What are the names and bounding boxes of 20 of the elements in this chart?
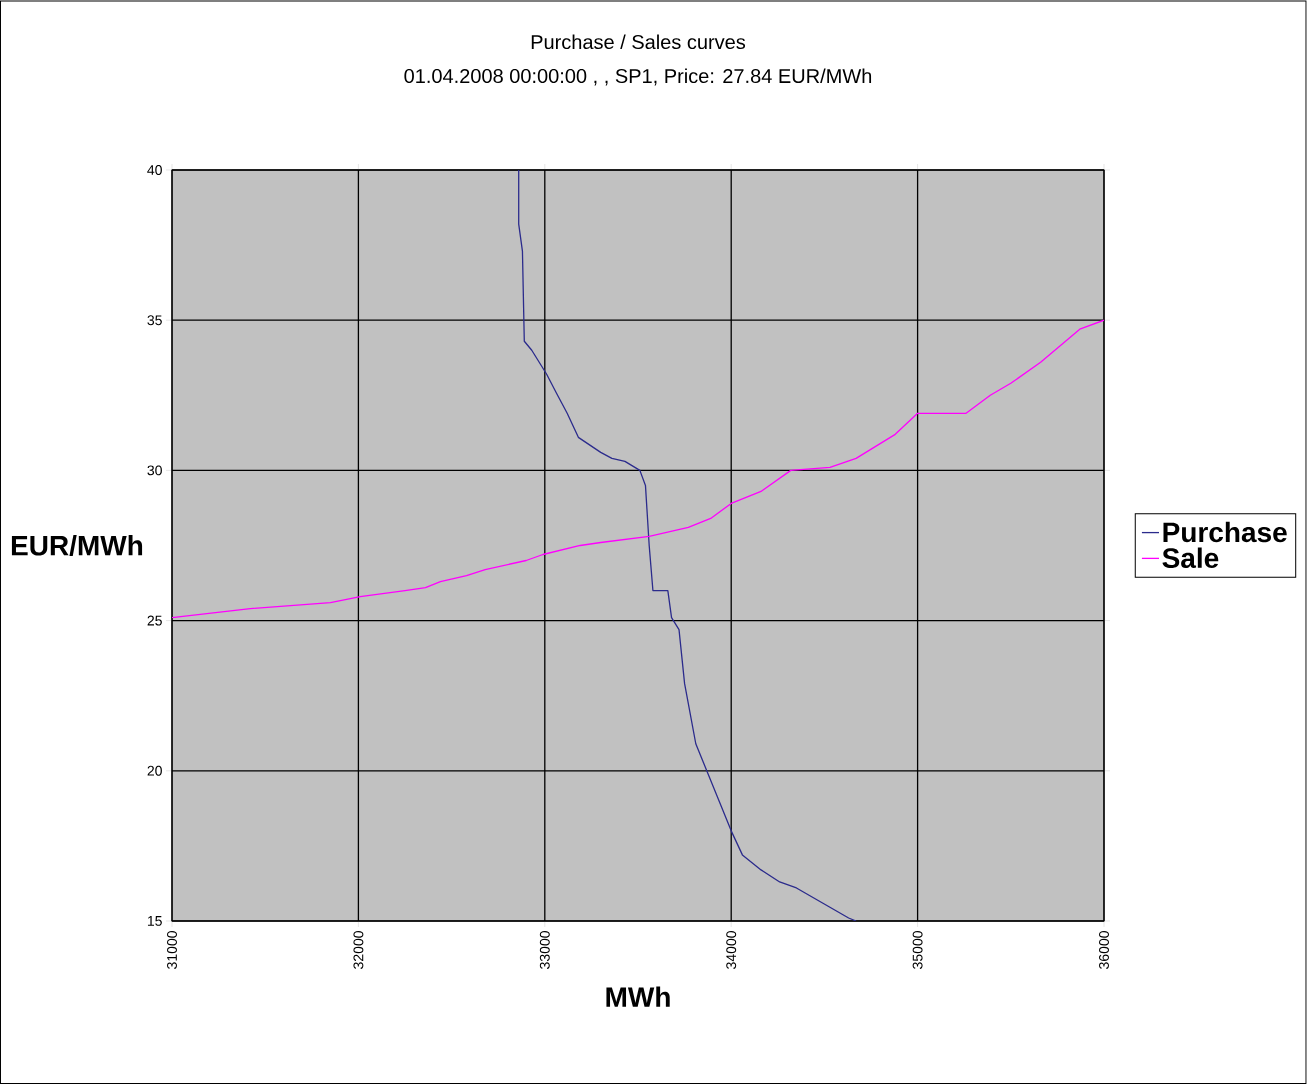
y-axis-title: EUR/MWh — [11, 535, 143, 556]
x-tick-label: 35000 — [912, 931, 923, 969]
x-axis-title: MWh — [606, 986, 670, 1007]
chart-title: Purchase / Sales curves — [531, 34, 746, 50]
y-tick-label: 40 — [147, 165, 162, 175]
line-series — [518, 169, 857, 921]
chart-subtitle: 01.04.2008 00:00:00 , , SP1, Price: 27.84 EUR/MWh — [404, 68, 872, 86]
legend-label: Sale — [1162, 547, 1219, 569]
y-tick-label: 35 — [147, 315, 162, 326]
x-tick-label: 36000 — [1099, 931, 1109, 969]
legend-label: Purchase — [1163, 521, 1287, 543]
y-tick-label: 15 — [147, 916, 162, 926]
line-series — [172, 319, 1104, 619]
y-tick-label: 25 — [147, 615, 162, 626]
x-tick-label: 31000 — [167, 931, 177, 969]
x-tick-label: 32000 — [353, 931, 364, 969]
x-tick-label: 34000 — [726, 931, 737, 969]
y-tick-label: 30 — [147, 465, 162, 476]
x-tick-label: 33000 — [539, 931, 550, 969]
y-tick-label: 20 — [147, 765, 162, 776]
